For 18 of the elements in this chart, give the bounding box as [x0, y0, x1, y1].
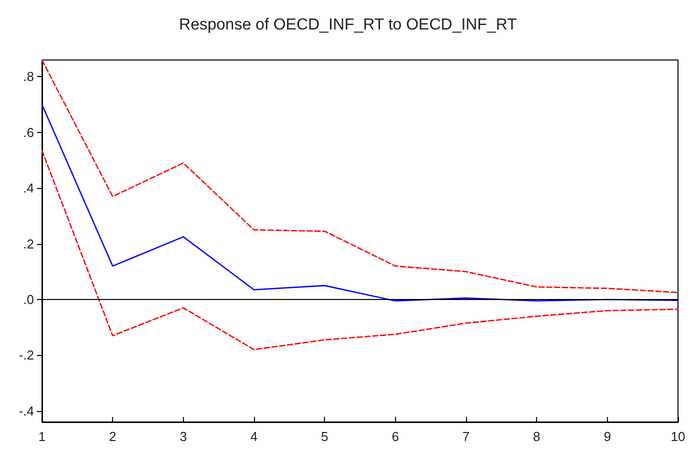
x-tick-label: 2 — [109, 429, 116, 444]
y-tick-label: -.2 — [18, 348, 34, 363]
x-tick-label: 4 — [250, 429, 258, 444]
y-tick-label: .0 — [23, 292, 34, 307]
x-tick-label: 10 — [670, 429, 686, 444]
y-tick-label: .4 — [23, 180, 34, 196]
x-tick-label: 1 — [38, 429, 46, 444]
x-tick-label: 5 — [321, 429, 328, 444]
chart-title: Response of OECD_INF_RT to OECD_INF_RT — [179, 16, 518, 34]
x-tick-label: 7 — [462, 429, 470, 444]
x-tick-label: 8 — [533, 429, 540, 444]
y-tick-label: -.4 — [18, 403, 34, 418]
x-tick-label: 6 — [392, 429, 399, 444]
x-tick-label: 9 — [604, 429, 611, 444]
x-tick-label: 3 — [180, 429, 187, 444]
y-tick-label: .6 — [23, 124, 34, 140]
y-tick-label: .2 — [23, 236, 34, 252]
y-tick-label: .8 — [23, 69, 34, 84]
